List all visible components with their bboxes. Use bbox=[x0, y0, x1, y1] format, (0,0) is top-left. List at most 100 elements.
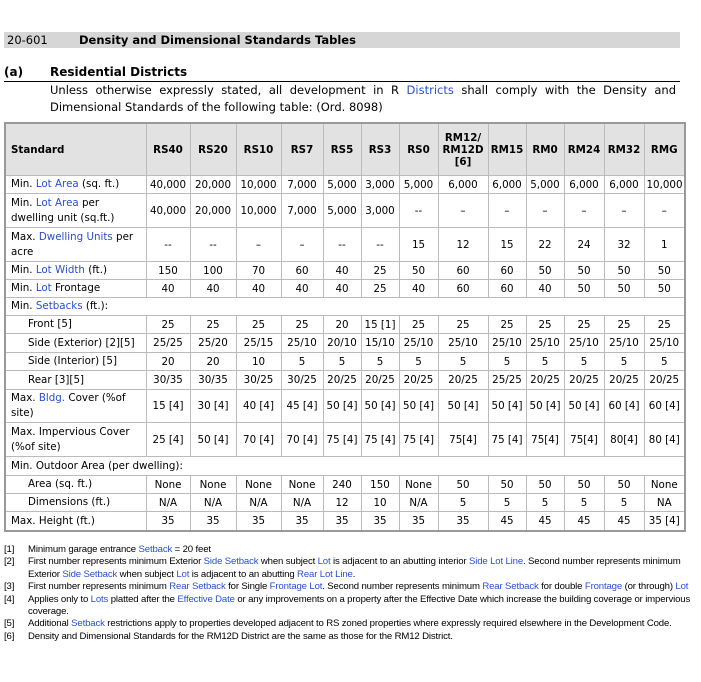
text: . Second number represents minimum Exter… bbox=[28, 556, 681, 580]
cell: 5 bbox=[643, 352, 686, 371]
text: . bbox=[352, 568, 356, 580]
link[interactable]: Lot bbox=[675, 581, 689, 593]
link[interactable]: Bldg. bbox=[38, 392, 66, 404]
link[interactable]: Setbacks bbox=[35, 300, 83, 312]
text: Min. bbox=[11, 196, 36, 209]
cell: 35 bbox=[398, 511, 439, 532]
link[interactable]: Width bbox=[55, 264, 85, 276]
cell: 150 bbox=[145, 261, 191, 280]
cell: 15/10 bbox=[360, 333, 400, 353]
cell: 50 [4] bbox=[398, 389, 439, 423]
cell: N/A bbox=[280, 493, 324, 512]
cell: 5 bbox=[603, 352, 645, 371]
column-header: RS10 bbox=[235, 122, 282, 176]
subsection-title: Residential Districts bbox=[50, 65, 188, 79]
link[interactable]: Rear Lot Line bbox=[297, 568, 353, 580]
link[interactable]: Dwelling Units bbox=[38, 230, 113, 243]
row-label: Side (Interior) [5] bbox=[4, 352, 147, 371]
table-row: Side (Exterior) [2][5] 25/25 25/20 25/15 25/… bbox=[4, 333, 686, 353]
link[interactable]: Side Lot Line bbox=[468, 556, 524, 568]
cell: 60 [4] bbox=[643, 389, 686, 423]
cell: 25 bbox=[398, 315, 439, 334]
link[interactable]: Rear Setback bbox=[482, 581, 539, 593]
cell: 25 bbox=[603, 315, 645, 334]
table-row: Min. Lot Area (sq. ft.) 40,000 20,000 10,00… bbox=[4, 175, 686, 194]
column-header: RM24 bbox=[563, 122, 605, 176]
link[interactable]: Side Setback bbox=[62, 568, 118, 580]
cell: 35 bbox=[280, 511, 324, 532]
text: (sq. ft.) bbox=[78, 178, 120, 190]
link[interactable]: Area bbox=[55, 178, 79, 190]
cell: N/A bbox=[398, 493, 439, 512]
footnote-mark: [3] bbox=[4, 581, 15, 593]
link[interactable]: Setback bbox=[71, 618, 105, 630]
row-label: Max. Impervious Cover (%of site) bbox=[4, 422, 147, 457]
link[interactable]: Lot bbox=[35, 282, 52, 294]
text: per acre bbox=[11, 230, 134, 258]
cell: None bbox=[643, 475, 686, 494]
table-row: Front [5] 25 25 25 25 20 15 [1] 25 25 25 25 25 25 25 bbox=[4, 315, 686, 334]
cell: 25/20 bbox=[189, 333, 237, 353]
link[interactable]: Lot bbox=[35, 264, 52, 276]
text: Side (Exterior) [2][5] bbox=[28, 336, 135, 349]
cell: 5 bbox=[603, 493, 645, 512]
cell: 25/10 bbox=[643, 333, 686, 353]
cell: 20 bbox=[189, 352, 237, 371]
cell: 6,000 bbox=[437, 175, 489, 194]
cell: None bbox=[235, 475, 282, 494]
cell: 100 bbox=[189, 261, 237, 280]
cell: N/A bbox=[189, 493, 237, 512]
text: Max. bbox=[11, 392, 39, 404]
cell: 20/25 bbox=[398, 370, 439, 390]
cell: 25 bbox=[189, 315, 237, 334]
cell: 70 [4] bbox=[235, 422, 282, 457]
cell: 75 [4] bbox=[398, 422, 439, 457]
link[interactable]: Rear Setback bbox=[169, 581, 226, 593]
text: Max. bbox=[11, 230, 39, 243]
cell: 25/10 bbox=[280, 333, 324, 353]
cell: 45 bbox=[525, 511, 565, 532]
cell: 50 bbox=[563, 261, 605, 280]
link[interactable]: Lot bbox=[35, 178, 52, 190]
cell: 25/25 bbox=[145, 333, 191, 353]
link[interactable]: Lot bbox=[35, 196, 52, 209]
cell: 12 bbox=[437, 227, 489, 262]
row-label: Max. Height (ft.) bbox=[4, 511, 147, 532]
cell: -- bbox=[189, 227, 237, 262]
text: for double bbox=[538, 581, 585, 593]
cell: 25/10 bbox=[487, 333, 527, 353]
cell: 40,000 bbox=[145, 193, 191, 228]
cell: 60 bbox=[487, 279, 527, 298]
link[interactable]: Districts bbox=[406, 83, 454, 97]
row-label: Dimensions (ft.) bbox=[4, 493, 147, 512]
table-row: Min. Outdoor Area (per dwelling): bbox=[4, 456, 686, 476]
link[interactable]: Frontage Lot bbox=[269, 581, 323, 593]
cell: 5 bbox=[322, 352, 362, 371]
footnote: [1] Minimum garage entrance Setback = 20 … bbox=[4, 544, 701, 556]
link[interactable]: Lots bbox=[90, 593, 109, 605]
table-row: Min. Lot Width (ft.) 150 100 70 60 40 25 50 60 60… bbox=[4, 261, 686, 280]
row-label: Min. Lot Width (ft.) bbox=[4, 261, 147, 280]
cell: 35 bbox=[145, 511, 191, 532]
link[interactable]: Setback bbox=[138, 544, 173, 555]
cell: 20/10 bbox=[322, 333, 362, 353]
link[interactable]: Side Setback bbox=[203, 556, 259, 568]
cell: 40 bbox=[398, 279, 439, 298]
cell: 20/25 bbox=[563, 370, 605, 390]
link[interactable]: Lot bbox=[317, 556, 331, 568]
cell: 70 [4] bbox=[280, 422, 324, 457]
link[interactable]: Area bbox=[55, 196, 79, 209]
cell: 5,000 bbox=[525, 175, 565, 194]
cell: 6,000 bbox=[603, 175, 645, 194]
link[interactable]: Lot bbox=[176, 568, 190, 580]
footnote: [3] First number represents minimum Rear … bbox=[4, 581, 701, 593]
link[interactable]: Frontage bbox=[584, 581, 623, 593]
row-label: Side (Exterior) [2][5] bbox=[4, 333, 147, 353]
text: Min. bbox=[11, 264, 36, 276]
text: Front [5] bbox=[28, 318, 72, 330]
cell: 3,000 bbox=[360, 193, 400, 228]
link[interactable]: Effective Date bbox=[177, 593, 235, 605]
cell: 50 bbox=[643, 261, 686, 280]
cell: 5 bbox=[280, 352, 324, 371]
cell: 20 bbox=[145, 352, 191, 371]
